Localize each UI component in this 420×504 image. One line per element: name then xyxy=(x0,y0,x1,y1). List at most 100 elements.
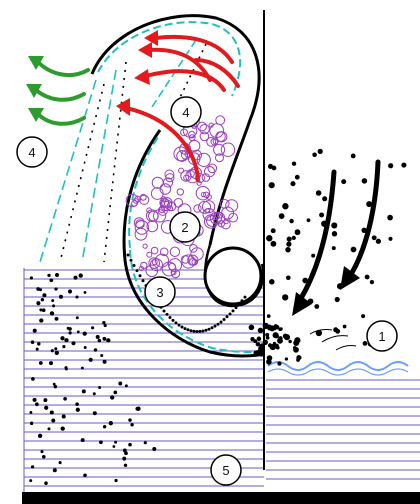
particle xyxy=(122,448,127,453)
particle xyxy=(123,463,128,468)
particle xyxy=(114,440,118,444)
particle xyxy=(95,334,100,340)
particle xyxy=(55,273,59,277)
label-4-inner-text: 4 xyxy=(182,105,189,120)
foam-bubble xyxy=(196,152,211,167)
particle xyxy=(47,427,51,431)
particle xyxy=(361,227,367,234)
particle xyxy=(75,295,79,299)
particle xyxy=(30,421,34,425)
particle xyxy=(257,327,264,334)
particle xyxy=(278,336,283,341)
particle xyxy=(362,341,368,346)
foam-bubble xyxy=(150,187,164,200)
foam-bubble xyxy=(216,131,228,143)
particle xyxy=(42,455,46,459)
particle xyxy=(36,287,41,291)
particle xyxy=(198,329,202,333)
particle xyxy=(61,414,66,419)
particle xyxy=(265,332,270,337)
particle xyxy=(322,196,328,202)
particle xyxy=(54,347,58,351)
particle xyxy=(285,246,291,253)
particle xyxy=(335,328,341,334)
red-arrow-4 xyxy=(124,106,200,182)
particle xyxy=(278,213,285,219)
particle xyxy=(195,330,199,333)
foam-bubble xyxy=(202,200,216,214)
particle xyxy=(334,296,340,303)
particle xyxy=(213,324,217,328)
particle xyxy=(389,163,393,168)
foam-bubble xyxy=(187,254,199,266)
particle xyxy=(371,235,377,241)
particle xyxy=(288,339,292,344)
foam-bubble xyxy=(145,209,159,222)
particle xyxy=(361,178,368,184)
particle xyxy=(222,318,226,321)
particle xyxy=(171,318,175,322)
particle xyxy=(29,276,33,280)
particle xyxy=(250,336,255,342)
particle xyxy=(31,377,35,381)
particle xyxy=(36,301,41,306)
particle xyxy=(54,287,58,291)
foam-bubble xyxy=(150,246,159,255)
particle xyxy=(180,325,184,329)
particle xyxy=(266,314,271,318)
particle xyxy=(259,351,264,357)
particle xyxy=(294,174,300,180)
particle xyxy=(331,222,338,229)
foam-bubble xyxy=(180,128,188,137)
particle xyxy=(112,445,116,448)
particle xyxy=(40,450,44,454)
particle xyxy=(201,329,205,333)
particle xyxy=(277,361,282,366)
particle xyxy=(290,181,296,187)
particle xyxy=(285,275,291,281)
particle xyxy=(130,423,134,427)
particle xyxy=(83,346,87,349)
particle xyxy=(128,418,132,422)
particle xyxy=(225,315,229,319)
foam-bubble xyxy=(206,194,212,201)
particle xyxy=(29,479,33,483)
particle xyxy=(32,328,37,333)
label-3-text: 3 xyxy=(156,285,163,300)
particle xyxy=(282,203,289,210)
particle xyxy=(375,238,382,244)
particle xyxy=(49,410,54,415)
particle xyxy=(231,309,235,313)
particle xyxy=(135,406,140,411)
particle xyxy=(192,329,196,333)
particle xyxy=(122,456,127,461)
black-arrow-1 xyxy=(297,169,337,303)
particle xyxy=(132,264,136,267)
particle xyxy=(80,366,84,370)
particle xyxy=(35,347,39,351)
rotating-drum xyxy=(203,246,263,306)
particle xyxy=(253,350,260,357)
particle xyxy=(52,304,56,308)
particle xyxy=(106,338,111,343)
particle xyxy=(274,334,279,339)
particle xyxy=(43,398,48,403)
particle xyxy=(34,402,39,407)
spray-fans xyxy=(39,39,207,263)
surface-wave xyxy=(267,361,409,371)
foam-bubble xyxy=(201,173,211,182)
foam-bubble xyxy=(178,167,185,174)
foam-bubble xyxy=(197,121,207,132)
particle xyxy=(152,446,157,452)
foam-bubble xyxy=(135,219,145,229)
foam-bubble xyxy=(207,163,218,174)
particle xyxy=(369,279,375,285)
particle xyxy=(315,190,322,196)
particle xyxy=(128,442,132,447)
foam-bubble xyxy=(198,200,212,214)
particle xyxy=(75,407,80,412)
red-arrows xyxy=(116,30,240,182)
particle xyxy=(282,294,289,301)
foam-bubble xyxy=(210,138,218,146)
